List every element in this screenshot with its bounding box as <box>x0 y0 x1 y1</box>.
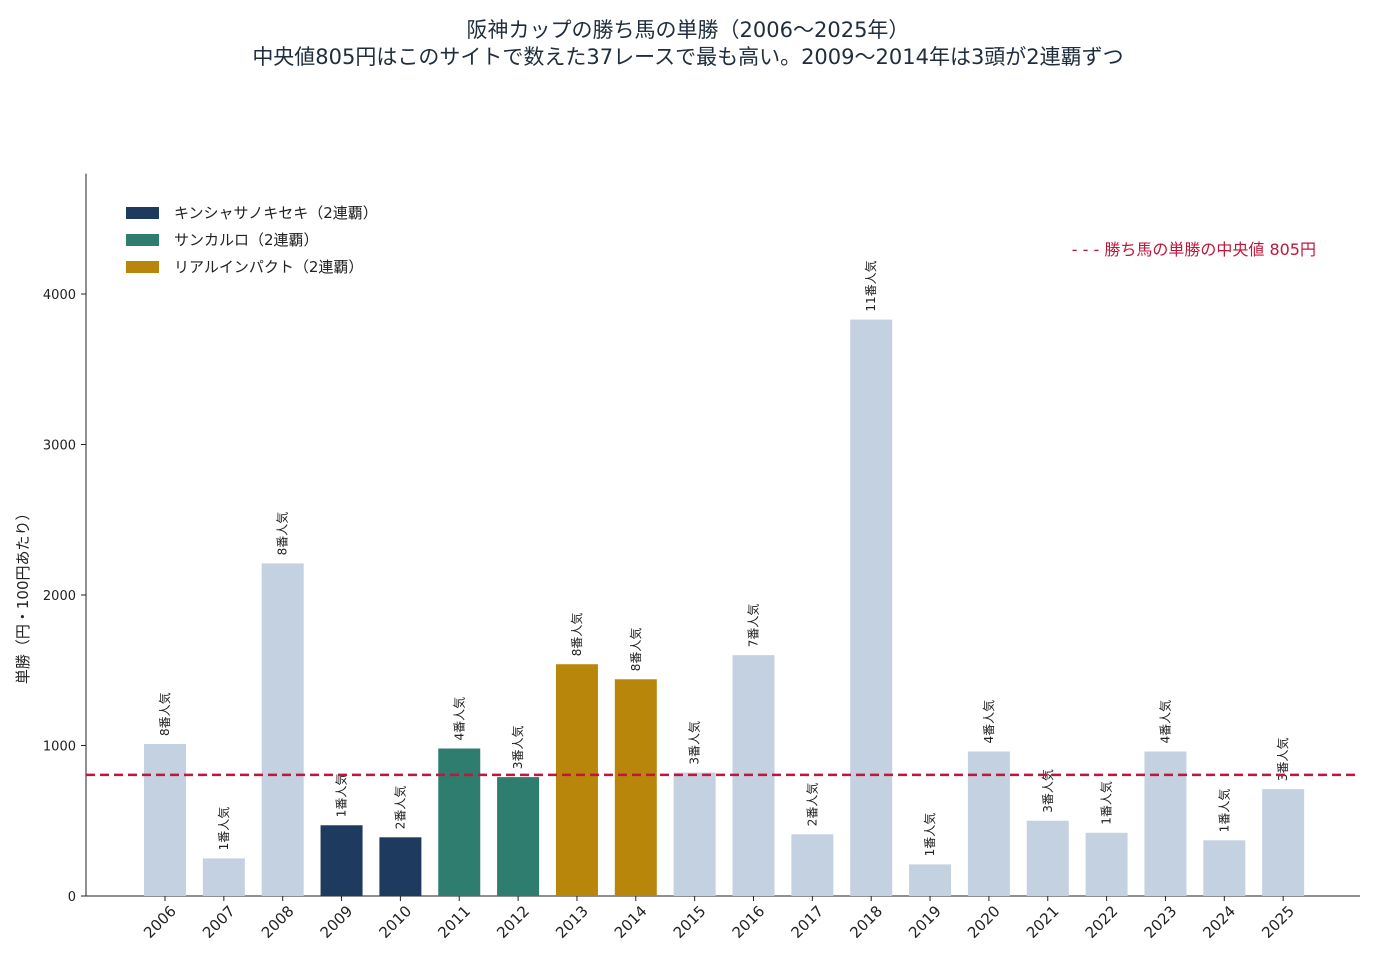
x-tick-label: 2020 <box>964 902 1004 942</box>
bar-2011 <box>438 748 481 896</box>
bar-2007 <box>202 858 245 896</box>
bar-2025 <box>1262 789 1305 896</box>
x-tick-label: 2014 <box>611 902 651 942</box>
popularity-label: 11番人気 <box>863 260 878 311</box>
bar-2014 <box>614 679 657 896</box>
popularity-label: 1番人気 <box>216 807 231 851</box>
bar-2021 <box>1026 820 1069 896</box>
legend-swatch <box>126 261 159 273</box>
chart-subtitle: 中央値805円はこのサイトで数えた37レースで最も高い。2009〜2014年は3… <box>252 45 1124 69</box>
y-axis-label: 単勝（円・100円あたり） <box>14 505 32 684</box>
x-tick-label: 2008 <box>258 902 298 942</box>
x-tick-label: 2019 <box>905 902 945 942</box>
y-tick-label: 4000 <box>43 288 76 303</box>
popularity-label: 1番人気 <box>334 774 349 818</box>
x-tick-label: 2021 <box>1023 902 1063 942</box>
popularity-label: 3番人気 <box>1040 769 1055 813</box>
x-tick-label: 2022 <box>1082 902 1122 942</box>
legend-swatch <box>126 207 159 219</box>
y-tick-label: 3000 <box>43 439 76 454</box>
x-tick-label: 2017 <box>787 902 827 942</box>
legend-swatch <box>126 234 159 246</box>
chart-title: 阪神カップの勝ち馬の単勝（2006〜2025年） <box>466 18 910 42</box>
popularity-label: 1番人気 <box>1216 789 1231 833</box>
bar-2020 <box>967 751 1010 896</box>
bar-2017 <box>791 834 834 896</box>
x-tick-label: 2011 <box>434 902 474 942</box>
popularity-label: 3番人気 <box>687 721 702 765</box>
bar-2018 <box>850 319 893 897</box>
bar-2023 <box>1144 751 1187 896</box>
popularity-label: 2番人気 <box>804 783 819 827</box>
x-tick-label: 2023 <box>1141 902 1181 942</box>
y-tick-label: 2000 <box>43 589 76 604</box>
popularity-label: 8番人気 <box>628 628 643 672</box>
x-tick-label: 2012 <box>493 902 533 942</box>
popularity-label: 3番人気 <box>510 725 525 769</box>
bar-2010 <box>379 837 422 896</box>
y-tick-label: 0 <box>68 890 76 905</box>
popularity-label: 4番人気 <box>981 700 996 744</box>
bar-2006 <box>144 743 186 896</box>
x-tick-label: 2025 <box>1258 902 1298 942</box>
bar-2024 <box>1203 840 1246 896</box>
y-tick-label: 1000 <box>43 740 76 755</box>
legend-label: サンカルロ（2連覇） <box>174 231 319 249</box>
x-tick-label: 2007 <box>199 902 239 942</box>
bar-2016 <box>732 655 775 896</box>
popularity-label: 8番人気 <box>157 692 172 736</box>
bar-2019 <box>909 864 952 896</box>
x-tick-label: 2006 <box>140 902 180 942</box>
median-label: - - - 勝ち馬の単勝の中央値 805円 <box>1072 240 1316 259</box>
x-tick-label: 2024 <box>1199 902 1239 942</box>
bar-2009 <box>320 825 363 896</box>
bar-2015 <box>673 772 716 896</box>
popularity-label: 8番人気 <box>275 512 290 556</box>
legend-label: キンシャサノキセキ（2連覇） <box>174 204 378 222</box>
bar-2008 <box>261 563 304 896</box>
popularity-label: 2番人気 <box>392 786 407 830</box>
popularity-label: 1番人気 <box>1099 781 1114 825</box>
x-tick-label: 2018 <box>846 902 886 942</box>
popularity-label: 3番人気 <box>1275 738 1290 782</box>
bar-2022 <box>1085 832 1128 896</box>
legend-label: リアルインパクト（2連覇） <box>174 258 363 276</box>
x-tick-label: 2013 <box>552 902 592 942</box>
popularity-label: 1番人気 <box>922 813 937 857</box>
bar-2013 <box>555 664 598 896</box>
popularity-label: 8番人気 <box>569 613 584 657</box>
popularity-label: 4番人気 <box>451 697 466 741</box>
x-tick-label: 2016 <box>729 902 769 942</box>
x-tick-label: 2010 <box>375 902 415 942</box>
x-tick-label: 2015 <box>670 902 710 942</box>
popularity-label: 4番人気 <box>1157 700 1172 744</box>
bar-2012 <box>497 777 540 896</box>
popularity-label: 7番人気 <box>746 604 761 648</box>
x-tick-label: 2009 <box>317 902 357 942</box>
